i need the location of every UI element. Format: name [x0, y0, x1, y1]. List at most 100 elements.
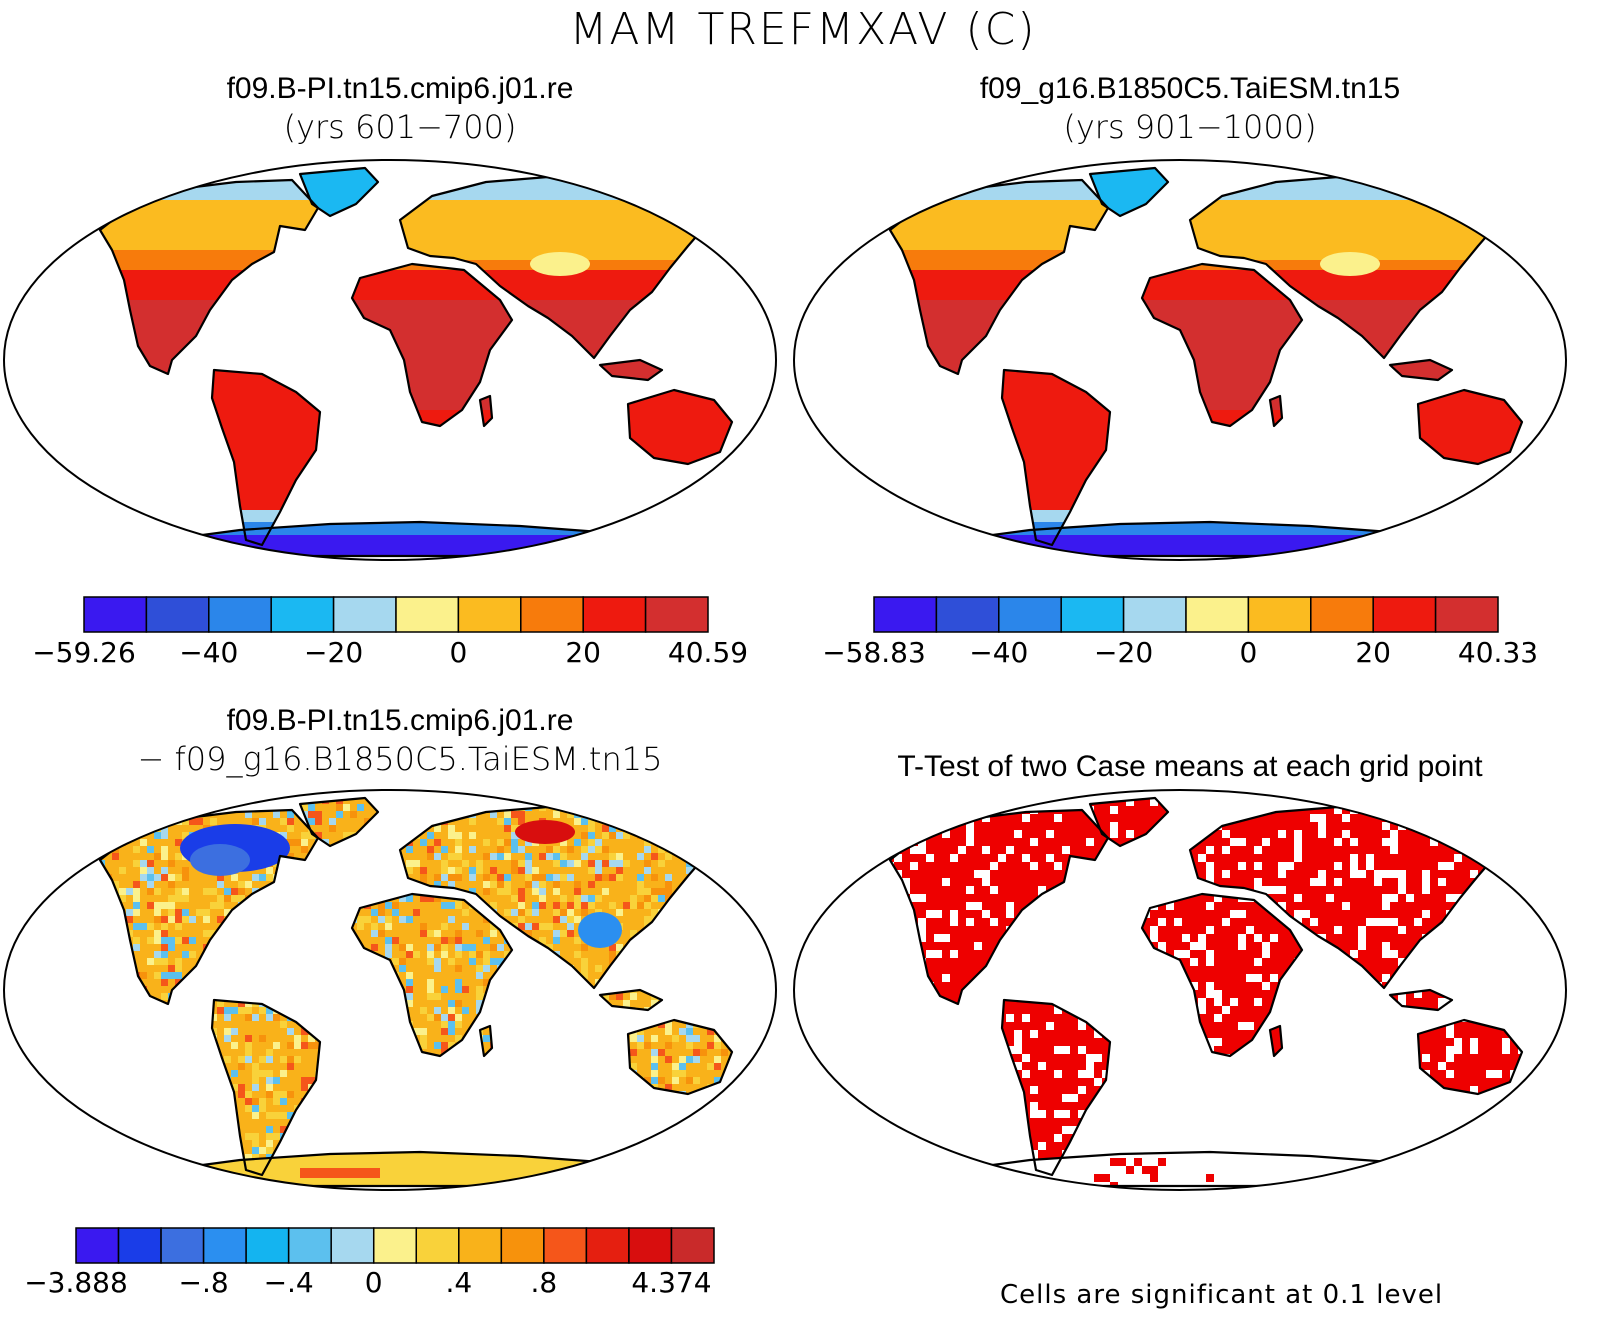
coastline-indonesia — [598, 358, 664, 382]
colorbar-swatch — [83, 596, 148, 633]
colorbar-swatch — [628, 1227, 673, 1264]
coastline-antarctica — [148, 1150, 652, 1188]
colorbar-swatch — [330, 1227, 375, 1264]
map-border — [3, 159, 777, 561]
colorbar-swatch — [1060, 596, 1125, 633]
land-indonesia — [1390, 360, 1452, 380]
colorbar-swatch — [500, 1227, 545, 1264]
panel-3-case-b: − f09_g16.B1850C5.TaiESM.tn15 — [10, 740, 790, 778]
coastline-australia — [626, 1018, 734, 1096]
coastline-greenland — [298, 796, 380, 848]
coastline-madagascar — [478, 394, 494, 428]
map-panel-ttest — [790, 789, 1570, 1192]
panel-4-ttest-label: T-Test of two Case means at each grid po… — [800, 748, 1580, 786]
coastline-africa — [350, 892, 514, 1058]
panel-1-case-name: f09.B-PI.tn15.cmip6.j01.re — [20, 70, 780, 108]
coastline-australia — [1416, 388, 1524, 466]
colorbar-swatch — [202, 1227, 247, 1264]
panel-3-title: f09.B-PI.tn15.cmip6.j01.re − f09_g16.B18… — [10, 702, 790, 778]
colorbar-tick-label: −58.83 — [822, 636, 926, 669]
coastline-australia — [626, 388, 734, 466]
colorbar-tick-label: −.8 — [179, 1266, 229, 1299]
colorbar-swatch — [117, 1227, 162, 1264]
colorbar-swatch — [644, 596, 709, 633]
coastline-namerica — [888, 808, 1110, 1006]
colorbar-swatch — [245, 1227, 290, 1264]
panel-2-title: f09_g16.B1850C5.TaiESM.tn15 (yrs 901−100… — [800, 70, 1580, 146]
panel-4-title: T-Test of two Case means at each grid po… — [800, 748, 1580, 786]
panel-1-years: (yrs 601−700) — [20, 108, 780, 146]
colorbar-swatch — [670, 1227, 715, 1264]
colorbar-swatch — [873, 596, 938, 633]
colorbar-swatch — [1247, 596, 1312, 633]
colorbar-swatch — [75, 1227, 120, 1264]
map-panel-case2 — [790, 159, 1570, 562]
map-panel-case1 — [0, 159, 780, 562]
colorbar-tick-label: −3.888 — [24, 1266, 128, 1299]
colorbar-swatch — [1122, 596, 1187, 633]
coastline-layer — [888, 166, 1524, 558]
colorbar-tick-label: 0 — [365, 1266, 383, 1299]
colorbar-swatch — [145, 596, 210, 633]
colorbar-tick-label: 4.374 — [631, 1266, 711, 1299]
coastline-madagascar — [1268, 394, 1284, 428]
coastline-australia — [1416, 1018, 1524, 1096]
coastline-namerica — [98, 178, 320, 376]
panel-3-case-a: f09.B-PI.tn15.cmip6.j01.re — [10, 702, 790, 740]
colorbar-tick-label: 20 — [565, 636, 601, 669]
coastline-madagascar — [478, 1024, 494, 1058]
figure-title: MAM TREFMXAV (C) — [0, 4, 1606, 55]
coastline-namerica — [888, 178, 1110, 376]
colorbar-swatch — [160, 1227, 205, 1264]
map-svg — [3, 789, 777, 1191]
map-border — [793, 159, 1567, 561]
coastline-indonesia — [598, 988, 664, 1012]
map-svg — [3, 159, 777, 561]
colorbar-tick-label: 40.59 — [668, 636, 748, 669]
colorbar-swatch — [372, 1227, 418, 1264]
coastline-africa — [1140, 262, 1304, 428]
colorbar-swatch — [457, 596, 522, 633]
map-border — [3, 789, 777, 1191]
panel-1-title: f09.B-PI.tn15.cmip6.j01.re (yrs 601−700) — [20, 70, 780, 146]
colorbar-swatch — [543, 1227, 588, 1264]
coastline-antarctica — [148, 520, 652, 558]
colorbar-tick-label: 20 — [1355, 636, 1391, 669]
significance-note: Cells are significant at 0.1 level — [1000, 1280, 1443, 1310]
coastline-africa — [1140, 892, 1304, 1058]
colorbar-swatch — [270, 596, 335, 633]
colorbar-tick-label: −40 — [179, 636, 238, 669]
map-svg — [793, 789, 1567, 1191]
coastline-indonesia — [1388, 358, 1454, 382]
panel-2-years: (yrs 901−1000) — [800, 108, 1580, 146]
colorbar-tick-label: −20 — [1094, 636, 1153, 669]
colorbar-tick-label: −20 — [304, 636, 363, 669]
coastline-namerica — [98, 808, 320, 1006]
colorbar-swatch — [520, 596, 584, 633]
colorbar-swatch — [332, 596, 397, 633]
land-indonesia — [600, 360, 662, 380]
map-border — [793, 789, 1567, 1191]
colorbar-tick-label: 40.33 — [1458, 636, 1538, 669]
colorbar-swatch — [582, 596, 647, 633]
colorbar-swatch — [458, 1227, 503, 1264]
colorbar-swatch — [395, 596, 460, 633]
colorbar-tick-label: 0 — [449, 636, 467, 669]
coastline-greenland — [1088, 166, 1170, 218]
colorbar-tick-label: −40 — [969, 636, 1028, 669]
map-panel-difference — [0, 789, 780, 1192]
coastline-layer — [98, 166, 734, 558]
colorbar-swatch — [998, 596, 1062, 633]
colorbar-tick-label: .8 — [531, 1266, 558, 1299]
coastline-greenland — [298, 166, 380, 218]
coastline-africa — [350, 262, 514, 428]
colorbar-swatch — [935, 596, 1000, 633]
coastline-antarctica — [938, 1150, 1442, 1188]
coastline-madagascar — [1268, 1024, 1284, 1058]
map-svg — [793, 159, 1567, 561]
colorbar-tick-label: −59.26 — [32, 636, 136, 669]
colorbar-tick-label: .4 — [445, 1266, 472, 1299]
coastline-layer — [888, 796, 1524, 1188]
colorbar-swatch — [1372, 596, 1437, 633]
colorbar-swatch — [415, 1227, 460, 1264]
